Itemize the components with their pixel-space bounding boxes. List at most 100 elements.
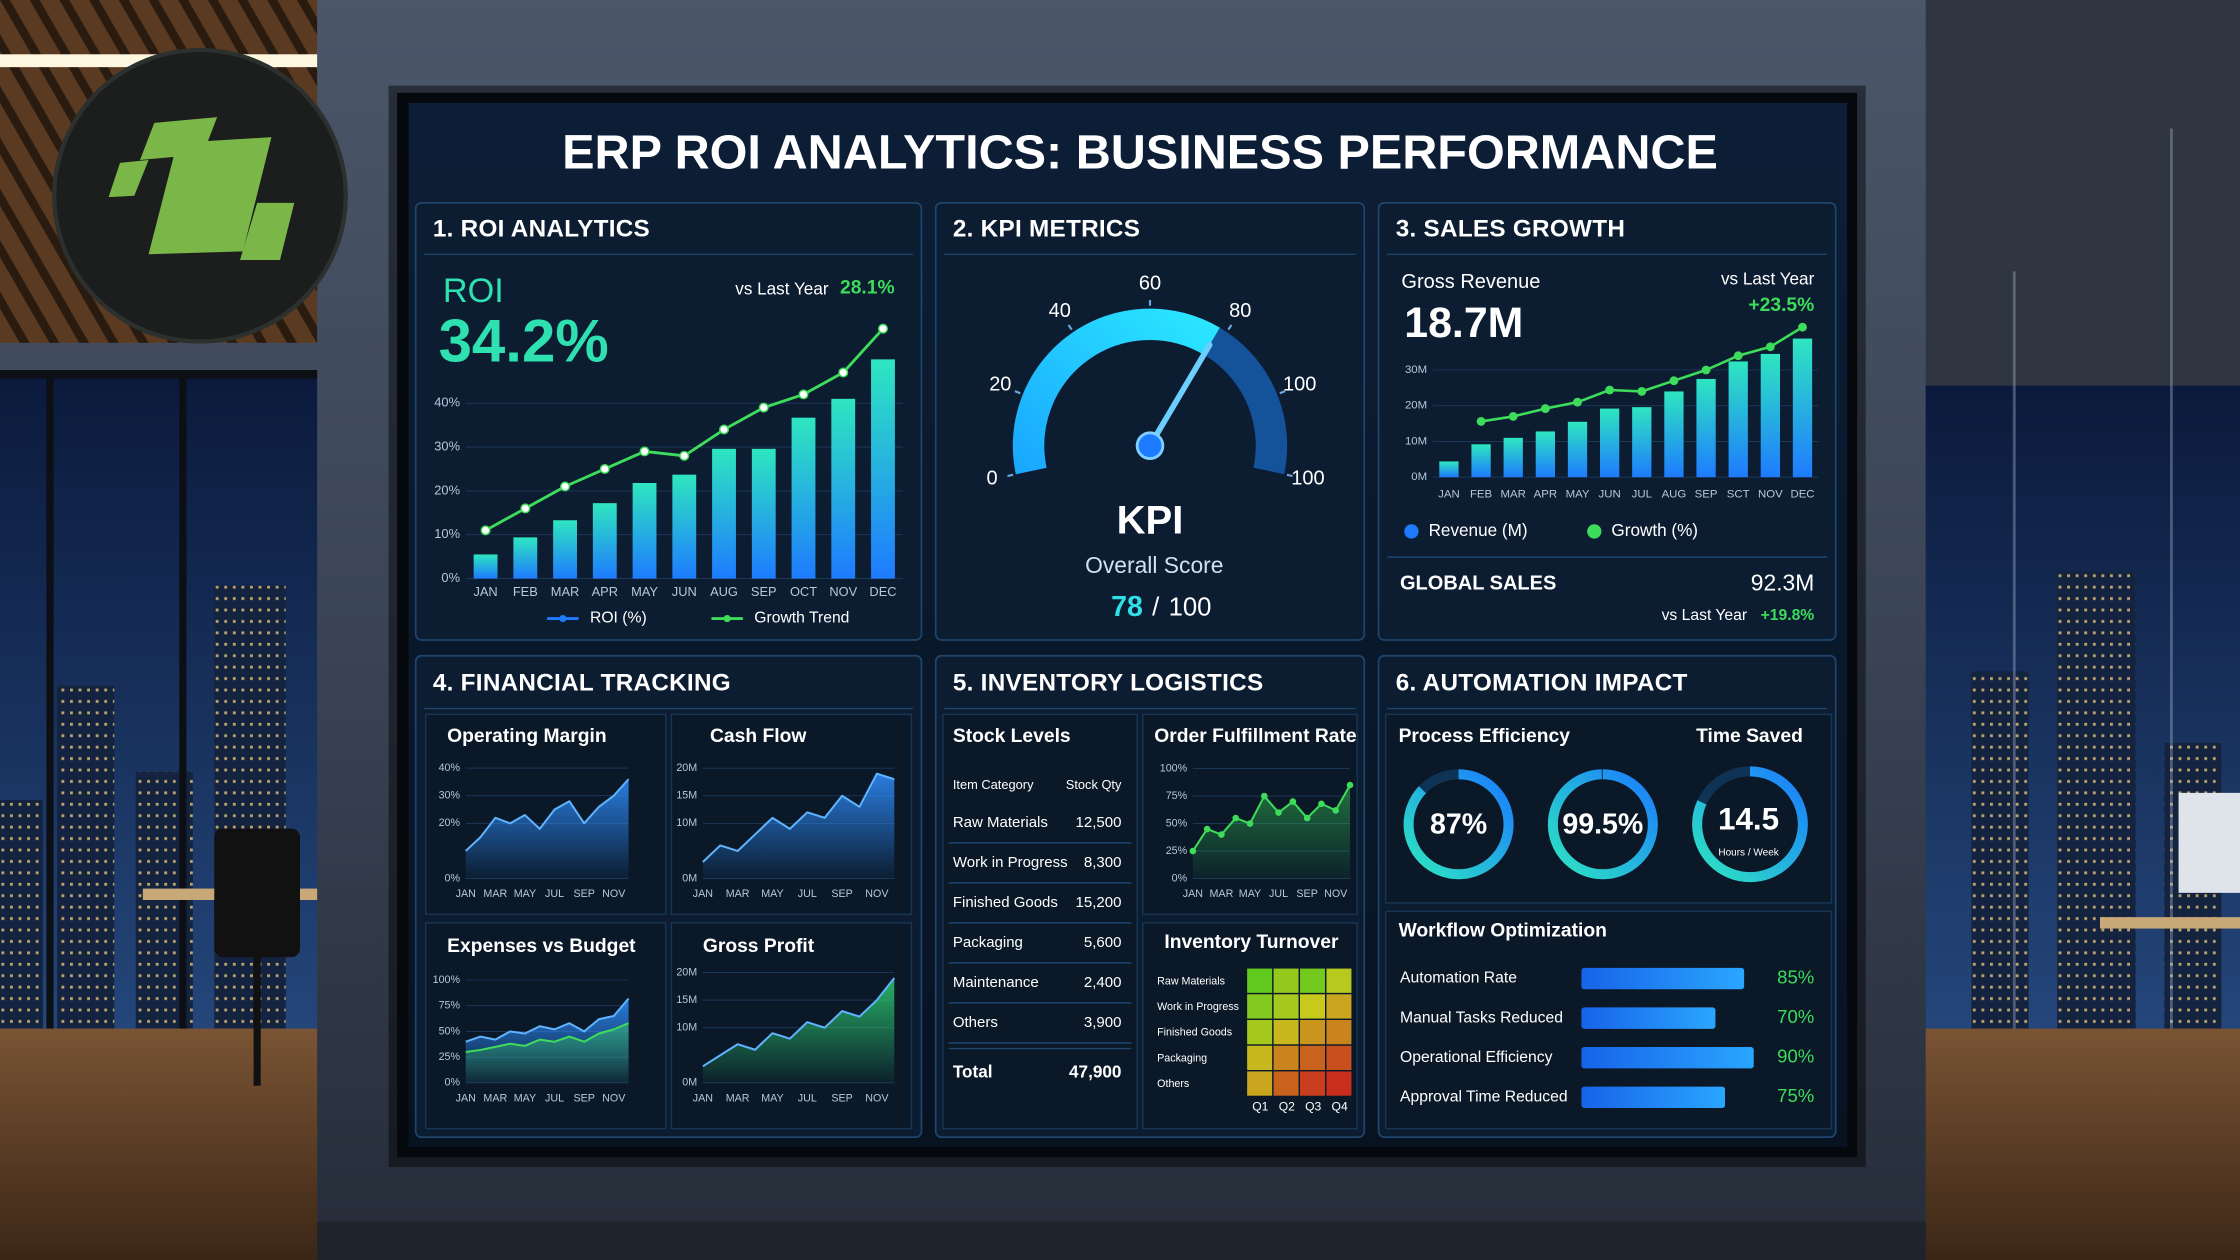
x-tick-label: JAN xyxy=(1438,488,1460,500)
gauge-label: 40 xyxy=(1049,300,1071,322)
gauge-label: 20 xyxy=(989,374,1011,396)
gauge-tick xyxy=(1279,390,1286,395)
heatmap-cell xyxy=(1247,1071,1273,1096)
ring xyxy=(1547,769,1658,880)
marker xyxy=(1218,831,1225,838)
building xyxy=(1971,671,2029,1029)
table-total: Total xyxy=(953,1061,993,1081)
x-tick-label: SEP xyxy=(831,1092,852,1104)
x-tick-label: DEC xyxy=(869,584,896,599)
x-tick-label: FEB xyxy=(1470,488,1492,500)
x-tick-label: MAR xyxy=(483,1092,507,1104)
bar-value: 75% xyxy=(1777,1085,1814,1106)
panel-heading: 2. KPI METRICS xyxy=(953,215,1140,242)
x-tick-label: JUL xyxy=(1632,488,1652,500)
panel-heading: 1. ROI ANALYTICS xyxy=(433,215,650,242)
panel-heading: 5. INVENTORY LOGISTICS xyxy=(953,670,1264,697)
x-tick-label: JUN xyxy=(672,584,697,599)
ring-label: 99.5% xyxy=(1562,808,1643,840)
bar xyxy=(1471,444,1491,478)
x-tick-label: SEP xyxy=(573,888,594,900)
logo-shape xyxy=(240,202,295,260)
line xyxy=(465,1022,629,1053)
heatmap-cell xyxy=(1326,994,1352,1019)
sub-title: Workflow Optimization xyxy=(1399,921,1607,942)
global-label: GLOBAL SALES xyxy=(1400,573,1556,595)
marker xyxy=(1289,798,1297,805)
legend-swatch xyxy=(559,615,567,623)
kpi-separator: / xyxy=(1152,593,1160,621)
x-tick-label: OCT xyxy=(790,584,817,599)
bar-label: Approval Time Reduced xyxy=(1400,1088,1568,1105)
x-tick-label: MAY xyxy=(1566,488,1590,500)
y-tick-label: 10M xyxy=(676,1021,697,1033)
y-tick-label: 0% xyxy=(441,570,460,585)
monitor xyxy=(2178,792,2240,893)
y-tick-label: 20% xyxy=(434,482,460,497)
heatmap-cell xyxy=(1326,1020,1352,1045)
y-tick-label: 30M xyxy=(1405,364,1427,376)
logo-shape xyxy=(148,137,272,255)
bar xyxy=(712,448,736,579)
bar xyxy=(1567,421,1588,478)
bar-label: Manual Tasks Reduced xyxy=(1400,1009,1563,1026)
sub-title: Expenses vs Budget xyxy=(447,936,636,957)
x-tick-label: SEP xyxy=(1695,488,1718,500)
x-tick-label: NOV xyxy=(865,1092,889,1104)
ring xyxy=(1403,769,1514,880)
x-tick-label: SEP xyxy=(573,1092,594,1104)
sub-title: Cash Flow xyxy=(710,726,807,747)
y-tick-label: 10M xyxy=(676,817,697,829)
floor-strip xyxy=(317,1221,1926,1260)
floor-left xyxy=(0,1028,318,1260)
sub-title: Inventory Turnover xyxy=(1164,932,1339,953)
marker xyxy=(599,463,610,474)
x-tick-label: DEC xyxy=(1790,488,1814,500)
marker xyxy=(1637,386,1647,396)
sub-title: Operating Margin xyxy=(447,726,606,747)
y-tick-label: 10M xyxy=(1405,435,1427,447)
heatmap-cell xyxy=(1273,1045,1299,1070)
y-tick-label: 20% xyxy=(439,817,461,829)
heatmap-cell xyxy=(1300,994,1325,1019)
bar xyxy=(1503,437,1523,478)
heatmap-cell xyxy=(1300,1045,1325,1070)
bar xyxy=(513,537,538,579)
y-tick-label: 50% xyxy=(1166,817,1188,829)
marker xyxy=(719,424,730,435)
x-tick-label: AUG xyxy=(1662,488,1687,500)
ring xyxy=(1692,766,1808,883)
heatmap-cell xyxy=(1326,1071,1352,1096)
building xyxy=(0,800,43,1029)
compare-value: 28.1% xyxy=(840,278,895,299)
heatmap-cell xyxy=(1273,968,1299,993)
marker xyxy=(1246,820,1254,827)
gauge-label: 80 xyxy=(1229,300,1251,322)
heatmap-row-label: Work in Progress xyxy=(1157,1001,1239,1013)
x-tick-label: SEP xyxy=(831,888,852,900)
heatmap-cell xyxy=(1247,994,1273,1019)
marker xyxy=(639,446,650,457)
x-tick-label: MAR xyxy=(726,1092,750,1104)
heatmap-cell xyxy=(1273,1020,1299,1045)
y-tick-label: 40% xyxy=(434,395,460,410)
heatmap-cell xyxy=(1247,968,1273,993)
heatmap-row-label: Finished Goods xyxy=(1157,1027,1232,1039)
heatmap-cell xyxy=(1300,1020,1325,1045)
y-tick-label: 30% xyxy=(434,438,460,453)
x-tick-label: JUL xyxy=(798,1092,817,1104)
heatmap-cell xyxy=(1273,994,1299,1019)
table-cell: 8,300 xyxy=(1084,854,1122,871)
roi-value: 34.2% xyxy=(439,308,609,375)
gauge-label: 0 xyxy=(987,468,998,490)
line xyxy=(465,778,630,852)
building xyxy=(57,685,115,1029)
x-tick-label: MAR xyxy=(1210,888,1234,900)
table-cell: 2,400 xyxy=(1084,974,1122,991)
compare-label: vs Last Year xyxy=(1721,269,1815,289)
bar-value: 70% xyxy=(1777,1006,1814,1027)
gauge-tick xyxy=(1286,473,1293,478)
y-tick-label: 40% xyxy=(439,762,461,774)
marker xyxy=(480,525,491,536)
marker xyxy=(1573,397,1582,407)
